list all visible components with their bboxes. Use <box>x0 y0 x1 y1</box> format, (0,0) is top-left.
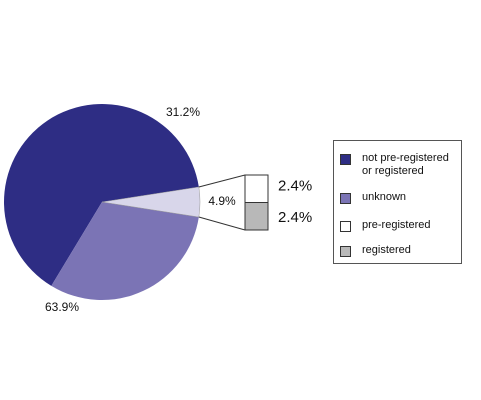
bar-label: 2.4% <box>278 178 312 195</box>
connector <box>198 216 246 231</box>
legend-swatch <box>340 193 351 204</box>
pie-slice <box>51 202 199 301</box>
legend-swatch <box>340 221 351 232</box>
bar-segment <box>244 174 269 203</box>
legend-label: pre-registered <box>362 219 431 231</box>
legend-entry: registered <box>340 244 458 257</box>
legend-entry: not pre-registered or registered <box>340 152 458 178</box>
legend-entry: pre-registered <box>340 219 458 232</box>
legend-swatch <box>340 246 351 257</box>
slice-label: 31.2% <box>166 105 200 119</box>
legend-label: unknown <box>362 191 407 203</box>
pie-slice <box>101 186 201 218</box>
bar-segment <box>244 202 269 231</box>
slice-label: 4.9% <box>208 194 236 208</box>
pie-slice <box>4 104 199 286</box>
legend-label: not pre-registered or registered <box>362 152 449 177</box>
legend-entry: unknown <box>340 191 458 204</box>
legend-label: registered <box>362 244 411 256</box>
legend-swatch <box>340 154 351 165</box>
legend: not pre-registered or registered unknown p… <box>333 140 462 264</box>
slice-label: 63.9% <box>45 300 79 314</box>
connector <box>198 174 246 188</box>
bar-label: 2.4% <box>278 209 312 226</box>
